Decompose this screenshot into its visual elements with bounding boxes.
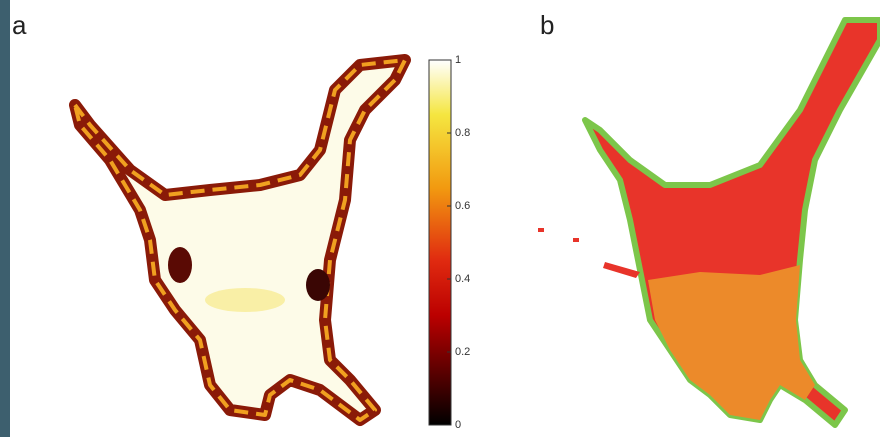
dark-spot	[306, 269, 330, 301]
tick-label: 0	[455, 419, 461, 431]
yellow-band	[205, 288, 285, 312]
fragment	[573, 238, 579, 242]
fragment	[603, 262, 640, 278]
colorbar-fill	[429, 60, 451, 425]
cell-b-orange	[648, 265, 815, 420]
panel-a-image	[75, 60, 405, 420]
cell-a-border	[75, 60, 405, 420]
tick-label: 0.8	[455, 127, 470, 139]
colorbar: 0 0.2 0.4 0.6 0.8 1	[429, 54, 470, 431]
edge-strip	[0, 0, 10, 437]
tick-label: 0.6	[455, 200, 470, 212]
tick-label: 0.2	[455, 346, 470, 358]
dark-spot	[168, 247, 192, 283]
panel-b-image	[538, 20, 880, 425]
figure: a b 0 0.2 0.4 0.6 0.8 1	[0, 0, 880, 437]
fragment	[538, 228, 544, 232]
panel-label: a	[12, 10, 27, 40]
tick-label: 0.4	[455, 273, 470, 285]
panel-label: b	[540, 10, 554, 40]
tick-label: 1	[455, 54, 461, 66]
